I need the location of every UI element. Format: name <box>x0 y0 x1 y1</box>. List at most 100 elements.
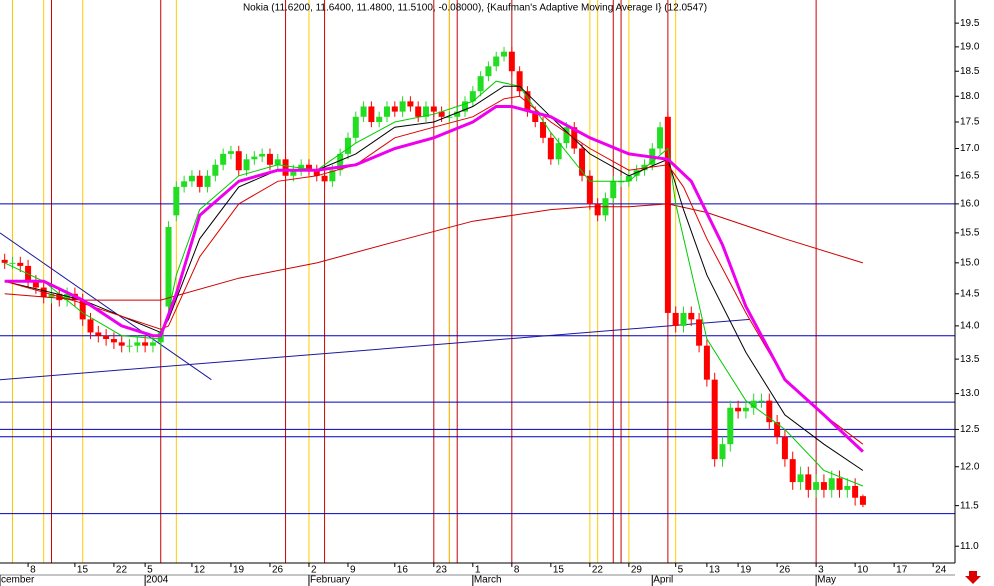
candle-body <box>64 293 71 301</box>
y-tick-label: 11.0 <box>960 541 979 552</box>
y-tick-label: 14.0 <box>960 321 980 332</box>
x-tick-label: 22 <box>116 565 128 576</box>
x-tick-label: 23 <box>436 565 448 576</box>
candle-body <box>532 111 539 123</box>
candle-body <box>446 116 453 118</box>
candle-body <box>828 478 835 490</box>
candle-body <box>696 319 703 346</box>
y-tick-label: 16.5 <box>960 170 980 181</box>
candle-body <box>173 186 180 216</box>
candle-body <box>196 175 203 187</box>
month-label: 2004 <box>146 575 169 586</box>
candle-body <box>524 91 531 112</box>
x-tick-label: 1 <box>475 565 481 576</box>
y-tick-label: 19.5 <box>960 18 980 29</box>
scroll-arrow-icon[interactable] <box>965 571 981 584</box>
x-tick-label: 15 <box>77 565 89 576</box>
x-tick-label: 22 <box>592 565 604 576</box>
candle-body <box>594 203 601 216</box>
candle-body <box>703 345 710 380</box>
candle-body <box>235 151 242 171</box>
candle-body <box>555 143 562 160</box>
candle-body <box>672 312 679 326</box>
chart-title: Nokia (11.6200, 11.6400, 11.4800, 11.510… <box>243 3 707 14</box>
candle-body <box>462 101 469 112</box>
x-tick-label: 8 <box>30 565 36 576</box>
y-tick-label: 12.0 <box>960 461 980 472</box>
candle-body <box>274 159 281 165</box>
y-tick-label: 14.5 <box>960 288 980 299</box>
candle-body <box>813 482 820 490</box>
candle-body <box>469 91 476 102</box>
candle-body <box>407 101 414 107</box>
candle-body <box>282 159 289 176</box>
month-label: March <box>474 575 502 586</box>
x-tick-label: 16 <box>397 565 409 576</box>
candle-body <box>852 485 859 498</box>
candle-body <box>774 422 781 437</box>
candle-body <box>688 312 695 320</box>
candle-body <box>220 153 227 165</box>
candle-body <box>820 482 827 490</box>
candle-body <box>149 342 156 346</box>
candle-body <box>805 474 812 490</box>
candle-body <box>321 175 328 182</box>
month-label: cember <box>1 575 35 586</box>
candle-body <box>142 342 149 346</box>
x-tick-label: 13 <box>709 565 721 576</box>
candle-body <box>165 227 172 307</box>
candle-body <box>423 106 430 117</box>
candle-body <box>243 159 250 171</box>
candle-body <box>188 175 195 182</box>
y-tick-label: 18.0 <box>960 91 980 102</box>
x-tick-label: 3 <box>818 565 824 576</box>
candle-body <box>625 175 632 182</box>
candle-body <box>118 342 125 346</box>
y-tick-label: 15.0 <box>960 257 980 268</box>
month-label: February <box>310 575 350 586</box>
candle-body <box>641 164 648 171</box>
candle-body <box>859 496 866 505</box>
candle-body <box>313 170 320 176</box>
candle-body <box>204 175 211 187</box>
x-tick-label: 24 <box>935 565 947 576</box>
candle-body <box>227 151 234 154</box>
y-tick-label: 17.5 <box>960 117 980 128</box>
candle-body <box>1 259 8 263</box>
x-tick-label: 5 <box>147 565 153 576</box>
candle-body <box>454 111 461 117</box>
trend-line <box>0 318 750 381</box>
y-tick-label: 19.0 <box>960 42 980 53</box>
candle-body <box>430 106 437 112</box>
x-tick-label: 15 <box>553 565 565 576</box>
candle-body <box>750 400 757 408</box>
candle-body <box>438 111 445 117</box>
x-tick-label: 5 <box>678 565 684 576</box>
candle-body <box>797 474 804 483</box>
candle-body <box>742 407 749 412</box>
x-tick-label: 8 <box>514 565 520 576</box>
candle-body <box>664 116 671 313</box>
candle-body <box>711 379 718 460</box>
candle-body <box>493 56 500 67</box>
trend-line <box>0 232 212 381</box>
candle-body <box>789 459 796 483</box>
candle-body <box>415 106 422 117</box>
candle-body <box>48 293 55 297</box>
x-tick-label: 19 <box>740 565 752 576</box>
candle-body <box>540 122 547 138</box>
candle-body <box>383 106 390 117</box>
candle-body <box>844 485 851 490</box>
candle-body <box>579 148 586 176</box>
x-tick-label: 26 <box>272 565 284 576</box>
y-tick-label: 16.0 <box>960 199 980 210</box>
candle-body <box>399 101 406 112</box>
x-tick-label: 17 <box>896 565 908 576</box>
y-tick-label: 11.5 <box>960 500 979 511</box>
candle-body <box>735 407 742 412</box>
candle-body <box>305 164 312 171</box>
candle-body <box>727 407 734 445</box>
